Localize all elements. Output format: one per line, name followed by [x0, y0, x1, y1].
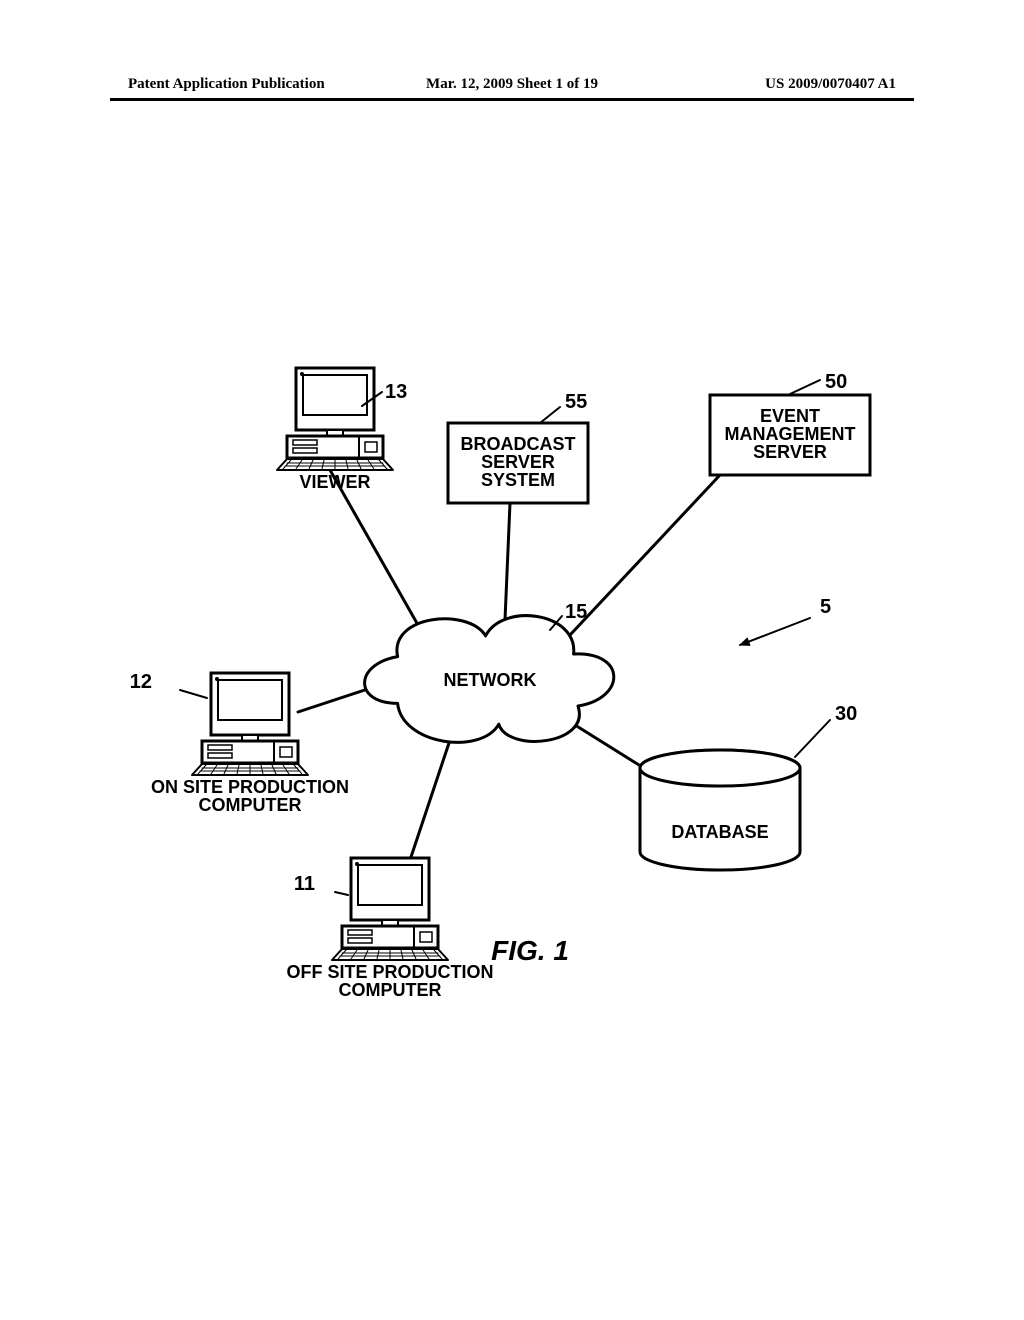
ref-num-15: 15 [565, 601, 587, 623]
database-label: DATABASE [671, 822, 768, 842]
database-top [640, 750, 800, 786]
network-label: NETWORK [444, 670, 537, 690]
ref-leader [540, 407, 560, 423]
figure-svg: NETWORK15EVENTMANAGEMENTSERVER50BROADCAS… [0, 0, 1024, 1320]
ref-num-11: 11 [294, 873, 315, 895]
event-management-server-label: EVENT [760, 406, 820, 426]
offsite-computer-label: COMPUTER [339, 980, 442, 1000]
ref-num-55: 55 [565, 391, 587, 413]
broadcast-server-system-label: SYSTEM [481, 470, 555, 490]
figure-caption: FIG. 1 [491, 935, 569, 966]
broadcast-server-system-label: BROADCAST [461, 434, 576, 454]
event-management-server-label: SERVER [753, 442, 827, 462]
ref-num-12: 12 [130, 671, 152, 693]
offsite-computer-label: OFF SITE PRODUCTION [287, 962, 494, 982]
viewer-computer-label: VIEWER [299, 472, 370, 492]
ref-num-30: 30 [835, 703, 857, 725]
system-ref-arrowhead [740, 638, 750, 645]
ref-leader [180, 690, 207, 698]
ref-num-5: 5 [820, 596, 831, 618]
edge [505, 503, 510, 620]
ref-leader [790, 380, 820, 394]
onsite-computer-label: ON SITE PRODUCTION [151, 777, 349, 797]
ref-leader [335, 892, 348, 895]
edge [405, 740, 450, 875]
system-ref-arrow [740, 618, 810, 645]
broadcast-server-system-label: SERVER [481, 452, 555, 472]
ref-num-50: 50 [825, 371, 847, 393]
ref-leader [795, 720, 830, 757]
edge [570, 475, 720, 635]
patent-figure-page: Patent Application Publication Mar. 12, … [0, 0, 1024, 1320]
edge [330, 470, 418, 625]
event-management-server-label: MANAGEMENT [725, 424, 856, 444]
ref-num-13: 13 [385, 381, 407, 403]
onsite-computer-label: COMPUTER [199, 795, 302, 815]
